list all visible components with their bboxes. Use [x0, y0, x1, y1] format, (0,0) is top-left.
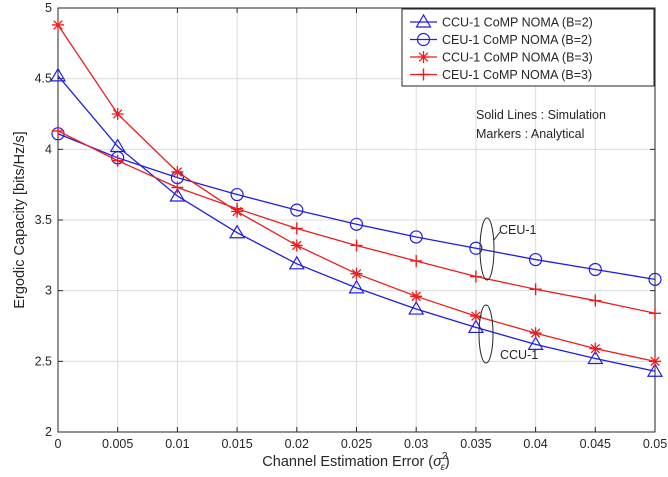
note-simulation: Solid Lines : Simulation [476, 108, 606, 122]
legend-marker [417, 51, 430, 63]
legend-label: CEU-1 CoMP NOMA (B=2) [442, 33, 592, 47]
y-tick-label: 2 [45, 425, 52, 439]
ccu-ellipse [478, 304, 494, 364]
legend: CCU-1 CoMP NOMA (B=2) CEU-1 CoMP NOMA (B=… [401, 8, 655, 87]
data-point [469, 241, 483, 255]
legend-item: CEU-1 CoMP NOMA (B=3) [410, 68, 592, 82]
data-point [229, 224, 246, 239]
data-point [350, 239, 363, 252]
y-tick-label: 5 [45, 1, 52, 15]
series-line [57, 133, 656, 281]
data-point [231, 202, 244, 215]
data-point [290, 203, 304, 217]
data-point [52, 18, 64, 31]
x-tick-label: 0 [55, 437, 62, 451]
note-analytical: Markers : Analytical [476, 127, 584, 141]
legend-marker [415, 13, 432, 28]
data-point [649, 355, 661, 368]
data-point [111, 154, 124, 167]
x-tick-label: 0.015 [221, 437, 252, 451]
legend-box [401, 8, 655, 87]
x-tick-label: 0.02 [285, 437, 309, 451]
data-point [171, 165, 184, 178]
data-point [648, 272, 662, 286]
data-point [111, 108, 124, 120]
data-point [410, 254, 423, 267]
series-4 [52, 124, 661, 320]
series-2 [51, 127, 662, 286]
data-point [589, 294, 602, 307]
legend-marker [416, 32, 431, 47]
data-point [587, 350, 604, 365]
data-point [409, 230, 423, 244]
data-point [349, 217, 364, 231]
data-point [350, 267, 363, 280]
data-point [649, 307, 661, 320]
x-tick-label: 0.035 [460, 437, 491, 451]
data-point [410, 290, 423, 303]
data-point [52, 124, 64, 137]
ceu-leader-line [493, 231, 501, 241]
data-point [230, 187, 244, 202]
x-tick-label: 0.03 [404, 437, 428, 451]
x-tick-label: 0.005 [102, 437, 133, 451]
data-point [529, 327, 542, 340]
data-point [169, 187, 186, 202]
x-tick-label: 0.045 [580, 437, 611, 451]
data-point [49, 67, 67, 82]
legend-label: CCU-1 CoMP NOMA (B=2) [442, 16, 593, 30]
legend-label: CEU-1 CoMP NOMA (B=3) [442, 68, 592, 82]
data-point [348, 279, 365, 294]
x-tick-label: 0.05 [643, 437, 667, 451]
data-point [288, 255, 305, 270]
ceu-ellipse [479, 217, 495, 281]
y-tick-label: 3 [45, 284, 52, 298]
data-point [528, 252, 543, 267]
data-point [290, 239, 303, 252]
x-axis-label: Channel Estimation Error (σ2 ε) [262, 451, 449, 473]
series-line [57, 75, 656, 372]
data-point [171, 181, 184, 194]
ceu-label: CEU-1 [499, 223, 537, 237]
data-point [469, 310, 482, 323]
y-tick-label: 3.5 [35, 213, 52, 227]
legend-item: CEU-1 CoMP NOMA (B=2) [410, 32, 592, 47]
x-tick-label: 0.025 [341, 437, 372, 451]
data-point [290, 222, 303, 235]
data-point [646, 363, 664, 377]
legend-items: CCU-1 CoMP NOMA (B=2) CEU-1 CoMP NOMA (B=… [410, 13, 593, 82]
legend-label: CCU-1 CoMP NOMA (B=3) [442, 51, 593, 65]
ccu-label: CCU-1 [500, 348, 538, 362]
data-point [589, 342, 602, 355]
data-point [408, 300, 425, 315]
data-point [469, 270, 482, 283]
y-axis-label: Ergodic Capacity [bits/Hz/s] [12, 131, 28, 308]
x-tick-label: 0.01 [165, 437, 189, 451]
legend-marker [417, 68, 430, 81]
axis-ticks: 0 0.005 0.01 0.015 0.02 0.025 0.03 0.035 0.04 0.0… [35, 1, 668, 451]
x-tick-label: 0.04 [523, 437, 547, 451]
y-tick-label: 4 [45, 142, 52, 156]
data-point [588, 262, 602, 277]
legend-item: CCU-1 CoMP NOMA (B=2) [410, 13, 593, 30]
y-tick-label: 2.5 [35, 354, 52, 368]
data-point [529, 283, 542, 296]
data-point [527, 336, 544, 350]
y-tick-label: 4.5 [35, 72, 52, 86]
legend-item: CCU-1 CoMP NOMA (B=3) [410, 51, 593, 65]
